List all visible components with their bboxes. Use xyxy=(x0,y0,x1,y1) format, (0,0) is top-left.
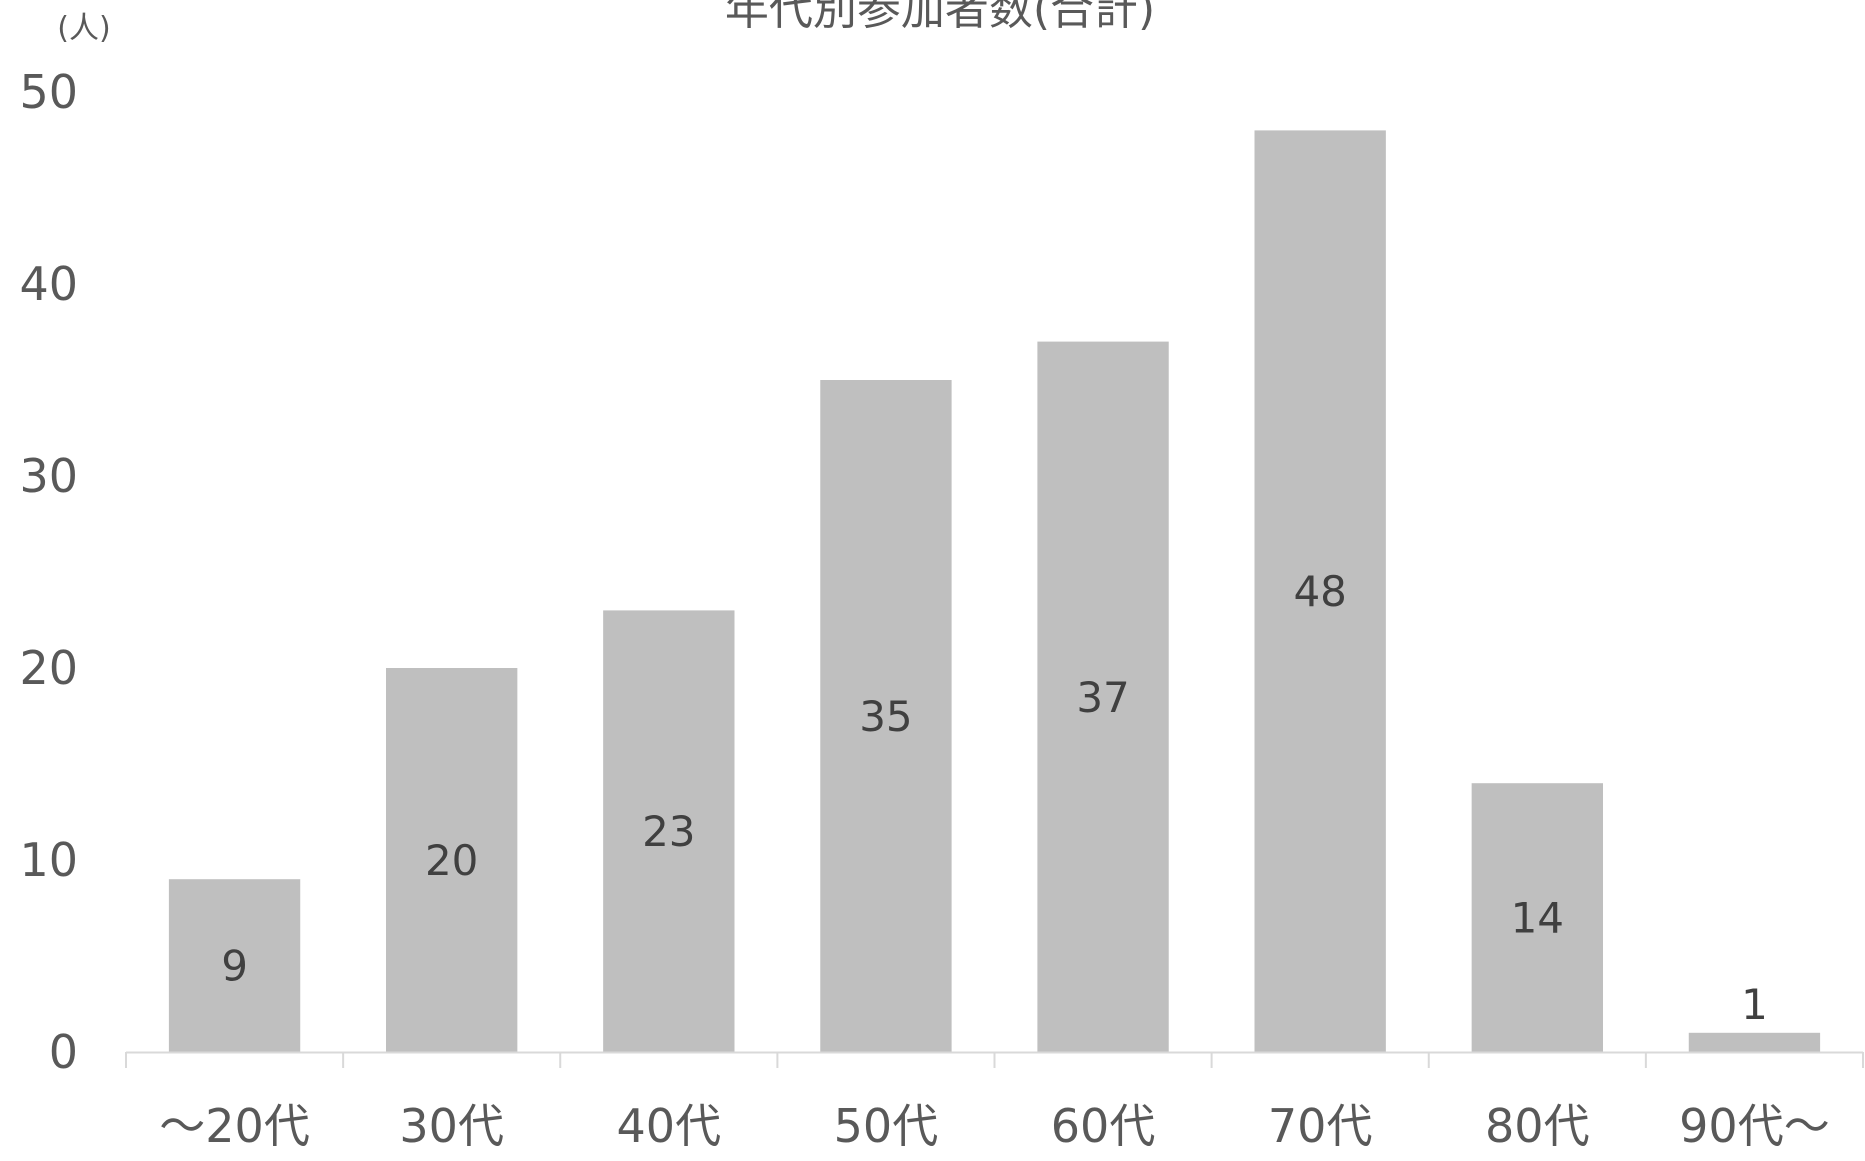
x-tick-label: 40代 xyxy=(617,1099,722,1153)
y-tick-label: 30 xyxy=(19,449,78,503)
data-label: 14 xyxy=(1511,894,1564,943)
x-tick-label: 30代 xyxy=(399,1099,504,1153)
data-label: 37 xyxy=(1076,673,1129,722)
bar xyxy=(1688,1032,1821,1052)
y-tick-label: 0 xyxy=(49,1025,78,1079)
x-tick-label: 60代 xyxy=(1051,1099,1156,1153)
bar xyxy=(386,668,518,1052)
data-label: 20 xyxy=(425,836,478,885)
x-tick-label: ～20代 xyxy=(159,1099,310,1153)
y-tick-label: 20 xyxy=(19,641,78,695)
y-tick-label: 50 xyxy=(19,65,78,119)
y-tick-label: 10 xyxy=(19,833,78,887)
bar xyxy=(168,879,301,1052)
data-labels: 9 20 23 35 37 48 14 1 xyxy=(221,567,1768,1029)
data-label: 35 xyxy=(859,692,912,741)
bar xyxy=(820,380,952,1052)
x-axis xyxy=(125,1051,1864,1068)
y-axis-unit-label: (人) xyxy=(57,11,110,46)
bar-series xyxy=(168,130,1821,1053)
bar xyxy=(603,610,735,1052)
data-label: 1 xyxy=(1741,980,1768,1029)
x-tick-label: 80代 xyxy=(1485,1099,1590,1153)
x-tick-label: 50代 xyxy=(834,1099,939,1153)
x-axis-ticks: ～20代 30代 40代 50代 60代 70代 80代 90代～ xyxy=(159,1099,1829,1153)
x-tick-label: 70代 xyxy=(1268,1099,1373,1153)
bar xyxy=(1471,783,1603,1052)
x-tick-label: 90代～ xyxy=(1679,1099,1830,1153)
y-axis-ticks: 0 10 20 30 40 50 xyxy=(19,65,78,1079)
data-label: 48 xyxy=(1293,567,1346,616)
y-tick-label: 40 xyxy=(19,257,78,311)
data-label: 9 xyxy=(221,942,248,991)
data-label: 23 xyxy=(642,807,695,856)
bar xyxy=(1037,341,1169,1053)
chart-title: 年代別参加者数(合計) xyxy=(725,0,1155,35)
bar xyxy=(1254,130,1386,1052)
